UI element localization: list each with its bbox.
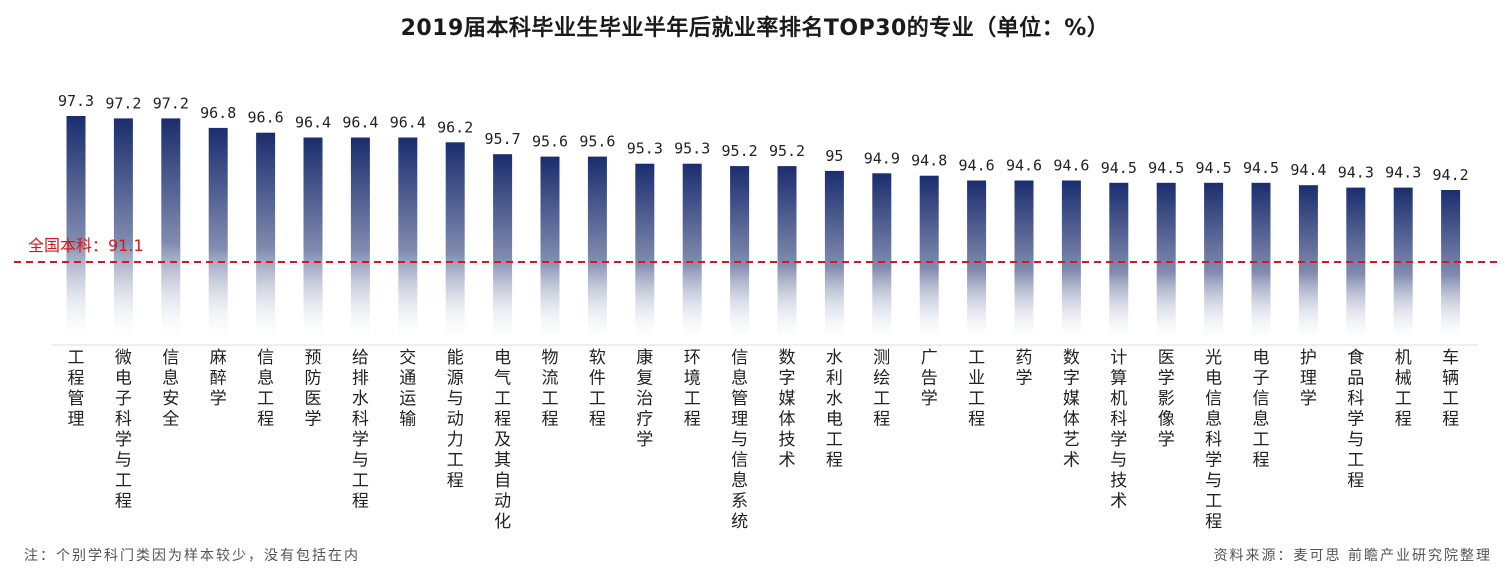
bar: [350, 137, 370, 345]
category-label: 数字媒体艺术: [1063, 348, 1080, 471]
category-label: 数字媒体技术: [779, 348, 796, 471]
category-label: 信息管理与信息系统: [731, 348, 748, 532]
category-label: 光电信息科学与工程: [1205, 348, 1222, 532]
category-label: 康复治疗学: [636, 348, 653, 450]
bar: [256, 132, 276, 345]
value-label: 94.5: [1148, 159, 1184, 177]
value-label: 94.4: [1290, 161, 1326, 179]
chart-title: 2019届本科毕业生毕业半年后就业率排名TOP30的专业（单位：%）: [400, 16, 1110, 41]
bar: [730, 166, 750, 345]
bar: [445, 142, 465, 345]
category-label: 麻醉学: [210, 348, 227, 409]
bar: [1204, 182, 1224, 345]
category-label: 工程管理: [68, 348, 85, 430]
bar: [587, 156, 607, 345]
category-label: 预防医学: [305, 348, 322, 430]
category-label: 信息安全: [162, 348, 179, 430]
category-label: 微电子科学与工程: [115, 348, 132, 512]
value-label: 96.2: [437, 118, 473, 136]
category-label: 医学影像学: [1158, 348, 1175, 450]
category-label: 机械工程: [1395, 348, 1412, 430]
category-label: 药学: [1016, 348, 1033, 389]
value-label: 95.2: [722, 142, 758, 160]
value-label: 95.6: [532, 133, 568, 151]
bar: [398, 137, 418, 345]
value-label: 96.8: [200, 104, 236, 122]
category-label: 广告学: [921, 348, 938, 409]
category-label: 工业工程: [968, 348, 985, 430]
bar: [540, 156, 560, 345]
category-label: 护理学: [1300, 348, 1317, 409]
category-label: 交通运输: [399, 348, 416, 430]
bars-layer: [66, 116, 1461, 346]
category-label: 车辆工程: [1442, 348, 1459, 430]
value-label: 96.4: [390, 114, 426, 132]
value-label: 96.4: [295, 114, 331, 132]
reference-label: 全国本科：91.1: [28, 236, 144, 255]
value-label: 97.2: [153, 94, 189, 112]
value-label: 94.5: [1196, 159, 1232, 177]
value-label: 95.7: [485, 130, 521, 148]
value-label: 94.3: [1338, 164, 1374, 182]
value-label: 94.6: [959, 157, 995, 175]
value-label: 94.8: [911, 152, 947, 170]
value-label: 96.4: [342, 114, 378, 132]
source-note: 资料来源：麦可思 前瞻产业研究院整理: [1213, 548, 1492, 564]
bar: [1441, 190, 1461, 345]
category-label: 软件工程: [589, 348, 606, 430]
bar: [66, 116, 86, 345]
category-label: 能源与动力工程: [447, 348, 464, 491]
bar: [113, 118, 133, 346]
bar: [161, 118, 181, 346]
category-label: 食品科学与工程: [1347, 348, 1364, 491]
category-label: 环境工程: [684, 348, 701, 430]
value-label: 94.5: [1243, 159, 1279, 177]
bar: [303, 137, 323, 345]
value-label: 97.3: [58, 92, 94, 110]
bar: [777, 166, 797, 345]
labels-layer: 97.3 工程管理 97.2 微电子科学与工程 97.2 信息安全 96.8 麻醉学 96.6 信…: [58, 92, 1469, 532]
value-label: 94.6: [1053, 157, 1089, 175]
value-label: 95: [825, 147, 843, 165]
value-label: 94.9: [864, 149, 900, 167]
bar: [1109, 182, 1129, 345]
bar: [635, 163, 655, 345]
category-label: 水利水电工程: [826, 348, 843, 471]
category-label: 信息工程: [257, 348, 274, 430]
category-label: 电气工程及其自动化: [494, 348, 511, 532]
value-label: 95.6: [579, 133, 615, 151]
bar: [1393, 187, 1413, 345]
category-label: 计算机科学与技术: [1110, 348, 1127, 512]
bar: [208, 127, 228, 346]
value-label: 95.2: [769, 142, 805, 160]
value-label: 94.3: [1385, 164, 1421, 182]
bar: [1251, 182, 1271, 345]
bar: [1298, 185, 1318, 345]
category-label: 测绘工程: [873, 348, 890, 430]
value-label: 94.6: [1006, 157, 1042, 175]
bar: [919, 175, 939, 345]
reference-layer: 全国本科：91.1: [14, 236, 1500, 263]
bar: [682, 163, 702, 345]
value-label: 95.3: [627, 140, 663, 158]
value-label: 97.2: [105, 94, 141, 112]
value-label: 96.6: [248, 109, 284, 127]
value-label: 95.3: [674, 140, 710, 158]
footnote: 注：个别学科门类因为样本较少，没有包括在内: [24, 548, 360, 564]
category-label: 电子信息工程: [1253, 348, 1270, 471]
bar: [1156, 182, 1176, 345]
category-label: 给排水科学与工程: [352, 348, 369, 512]
value-label: 94.5: [1101, 159, 1137, 177]
bar: [872, 173, 892, 345]
bar: [493, 154, 513, 345]
value-label: 94.2: [1433, 166, 1469, 184]
bar: [1346, 187, 1366, 345]
bar: [824, 170, 844, 345]
category-label: 物流工程: [542, 348, 559, 430]
